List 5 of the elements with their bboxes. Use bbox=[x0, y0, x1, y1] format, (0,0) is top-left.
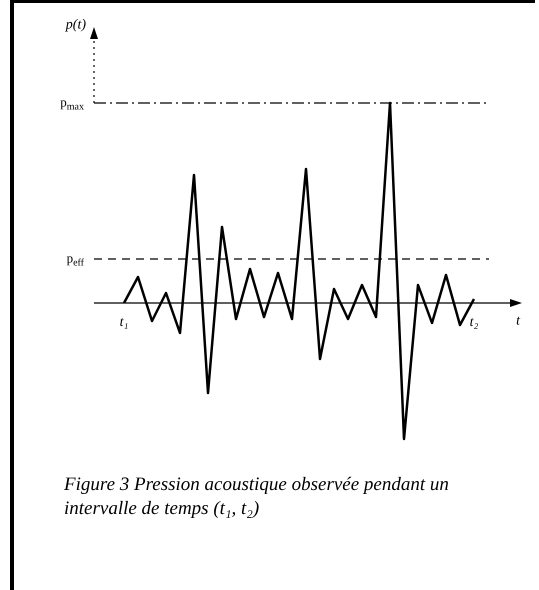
x-tick-label: t₂ bbox=[470, 315, 479, 330]
text: Figure 3 Pression acoustique observée pendant un intervalle de temps (t₁, t₂) bbox=[64, 473, 450, 521]
text: t bbox=[516, 314, 522, 329]
x-tick-label: t₁ bbox=[120, 315, 128, 330]
text: p(t) bbox=[64, 18, 86, 33]
